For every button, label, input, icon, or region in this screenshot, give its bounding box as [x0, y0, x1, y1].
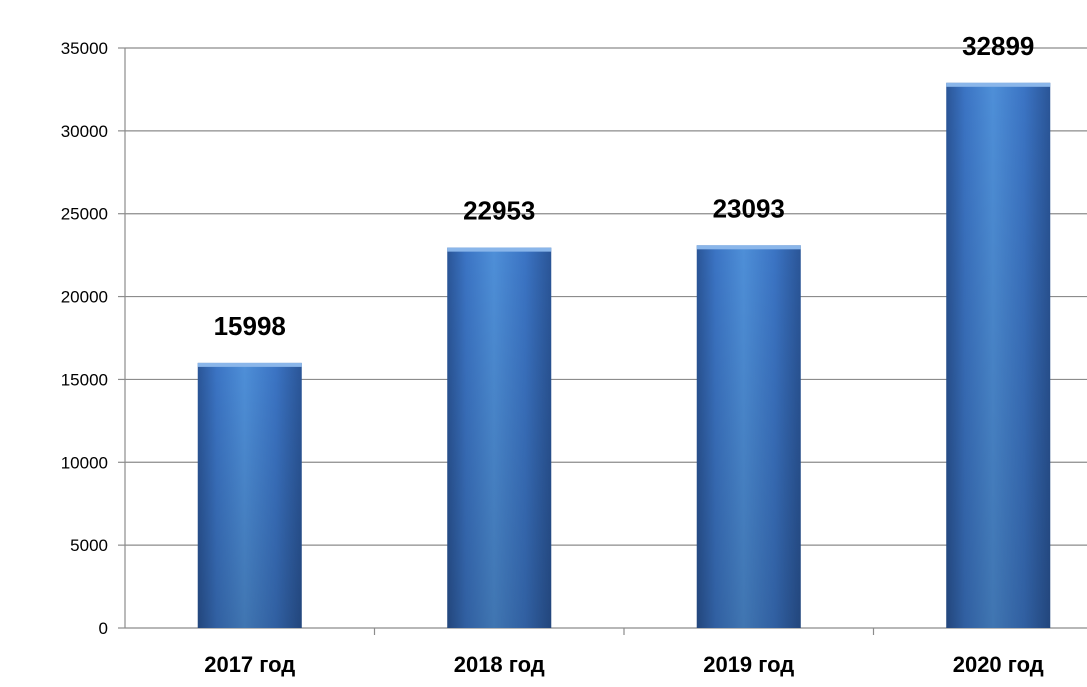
bar-shade [447, 247, 552, 629]
bar-top-highlight [946, 82, 1051, 87]
bar-shade [197, 362, 302, 628]
bar-top-highlight [197, 362, 302, 367]
data-label: 15998 [214, 311, 286, 341]
bar-top-highlight [447, 247, 552, 252]
x-category-label: 2020 год [953, 652, 1044, 677]
bar-shade [696, 245, 801, 629]
bar-shade [946, 82, 1051, 628]
labels: 0 5000 10000 15000 20000 25000 30000 35000 15998… [61, 31, 1044, 677]
y-tick-label: 15000 [61, 370, 108, 389]
data-label: 23093 [713, 193, 785, 223]
y-tick-label: 10000 [61, 453, 108, 472]
x-category-label: 2017 год [204, 652, 295, 677]
y-tick-label: 5000 [70, 536, 108, 555]
data-label: 22953 [463, 196, 535, 226]
x-category-label: 2018 год [454, 652, 545, 677]
x-category-label: 2019 год [703, 652, 794, 677]
y-tick-label: 20000 [61, 288, 108, 307]
y-tick-label: 0 [99, 619, 108, 638]
y-tick-label: 35000 [61, 39, 108, 58]
data-label: 32899 [962, 31, 1034, 61]
y-tick-label: 30000 [61, 122, 108, 141]
bar-top-highlight [696, 245, 801, 250]
y-tick-label: 25000 [61, 205, 108, 224]
bars [197, 82, 1051, 629]
